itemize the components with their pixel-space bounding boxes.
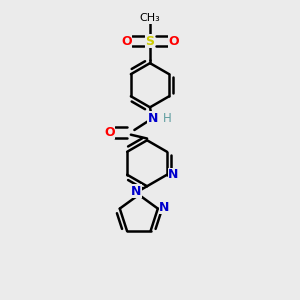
Text: S: S	[146, 34, 154, 48]
Text: H: H	[163, 112, 172, 125]
Text: N: N	[168, 168, 178, 181]
Text: O: O	[104, 126, 115, 139]
Text: N: N	[159, 201, 169, 214]
Text: O: O	[121, 34, 132, 48]
Text: N: N	[131, 185, 142, 198]
Text: CH₃: CH₃	[140, 13, 160, 23]
Text: O: O	[168, 34, 179, 48]
Text: N: N	[148, 112, 158, 125]
